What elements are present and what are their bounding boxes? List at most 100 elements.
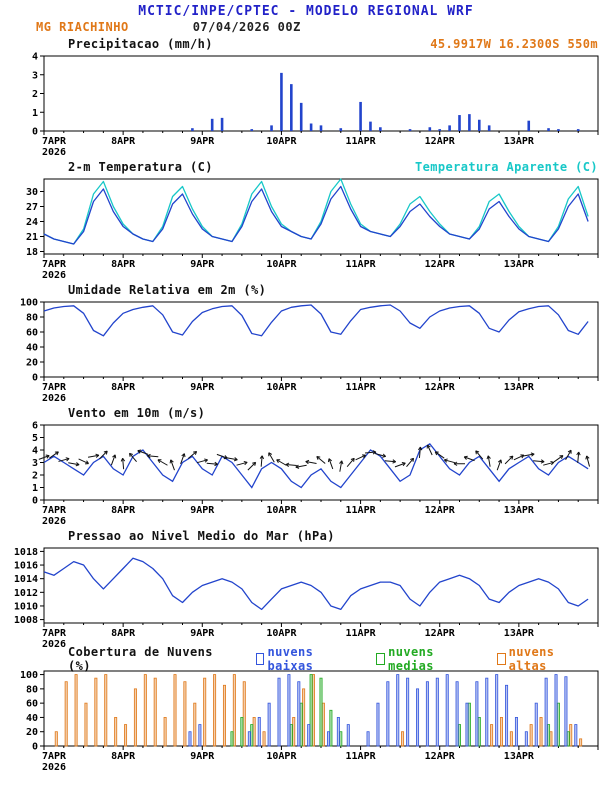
svg-text:2026: 2026 — [42, 270, 66, 280]
legend-item-mid-clouds: nuvens medias — [376, 645, 485, 673]
svg-text:12APR: 12APR — [425, 382, 456, 393]
svg-text:10APR: 10APR — [266, 505, 297, 516]
mid-clouds-swatch-icon — [376, 652, 386, 665]
svg-text:9APR: 9APR — [190, 382, 215, 393]
svg-text:0: 0 — [32, 127, 38, 138]
svg-text:80: 80 — [26, 313, 38, 324]
svg-text:12APR: 12APR — [425, 136, 456, 147]
panel-temperature: 2-m Temperatura (C) Temperatura Aparente… — [0, 159, 612, 280]
svg-text:12APR: 12APR — [425, 259, 456, 270]
panel-wind: Vento em 10m (m/s) 0 1 2 3 4 5 6 7APR 2026 8APR 9A… — [0, 405, 612, 526]
svg-text:7APR: 7APR — [42, 382, 67, 393]
svg-text:9APR: 9APR — [190, 505, 215, 516]
svg-text:2026: 2026 — [42, 147, 66, 157]
svg-text:100: 100 — [20, 298, 38, 309]
legend-label-mid-clouds: nuvens medias — [388, 644, 434, 673]
svg-text:0: 0 — [32, 496, 38, 507]
svg-text:1012: 1012 — [14, 588, 38, 599]
svg-text:3: 3 — [32, 458, 38, 469]
svg-text:12APR: 12APR — [425, 628, 456, 639]
svg-text:13APR: 13APR — [504, 382, 535, 393]
svg-text:5: 5 — [32, 433, 38, 444]
svg-text:1018: 1018 — [14, 547, 38, 558]
svg-text:0: 0 — [32, 742, 38, 753]
panel-clouds: Cobertura de Nuvens (%) nuvens baixas nu… — [0, 645, 612, 772]
svg-text:2026: 2026 — [42, 516, 66, 526]
high-clouds-swatch-icon — [496, 652, 506, 665]
apparent-temperature-label: Temperatura Aparente (C) — [415, 159, 598, 174]
svg-text:2026: 2026 — [42, 639, 66, 649]
panel-precipitation: Precipitacao (mm/h) 45.9917W 16.2300S 55… — [0, 36, 612, 157]
svg-text:13APR: 13APR — [504, 505, 535, 516]
svg-text:21: 21 — [26, 232, 38, 243]
svg-text:8APR: 8APR — [111, 505, 136, 516]
svg-text:10APR: 10APR — [266, 136, 297, 147]
svg-text:1: 1 — [32, 483, 38, 494]
svg-text:11APR: 11APR — [346, 751, 377, 762]
svg-text:10APR: 10APR — [266, 751, 297, 762]
svg-text:7APR: 7APR — [42, 628, 67, 639]
svg-text:12APR: 12APR — [425, 505, 456, 516]
svg-text:7APR: 7APR — [42, 259, 67, 270]
svg-text:8APR: 8APR — [111, 136, 136, 147]
pressure-title: Pressao ao Nivel Medio do Mar (hPa) — [68, 528, 335, 543]
svg-text:6: 6 — [32, 421, 38, 432]
svg-text:11APR: 11APR — [346, 259, 377, 270]
legend-label-low-clouds: nuvens baixas — [267, 644, 314, 673]
svg-text:0: 0 — [32, 373, 38, 384]
svg-text:13APR: 13APR — [504, 259, 535, 270]
svg-text:1010: 1010 — [14, 601, 38, 612]
svg-text:11APR: 11APR — [346, 382, 377, 393]
svg-text:3: 3 — [32, 70, 38, 81]
svg-text:9APR: 9APR — [190, 136, 215, 147]
svg-text:10APR: 10APR — [266, 628, 297, 639]
svg-text:7APR: 7APR — [42, 751, 67, 762]
svg-text:1016: 1016 — [14, 561, 38, 572]
legend-item-low-clouds: nuvens baixas — [255, 644, 365, 673]
header-subline: MG RIACHINHO 07/04/2026 00Z — [0, 20, 612, 34]
svg-text:40: 40 — [26, 713, 38, 724]
svg-text:1008: 1008 — [14, 615, 38, 626]
svg-text:8APR: 8APR — [111, 628, 136, 639]
svg-text:2026: 2026 — [42, 762, 66, 772]
svg-text:80: 80 — [26, 684, 38, 695]
clouds-title: Cobertura de Nuvens (%) — [68, 644, 213, 673]
svg-text:24: 24 — [26, 217, 38, 228]
precipitation-title: Precipitacao (mm/h) — [68, 36, 213, 51]
svg-text:2: 2 — [32, 471, 38, 482]
svg-text:1: 1 — [32, 108, 38, 119]
svg-text:9APR: 9APR — [190, 628, 215, 639]
svg-text:1014: 1014 — [14, 574, 38, 585]
svg-text:7APR: 7APR — [42, 136, 67, 147]
svg-text:11APR: 11APR — [346, 628, 377, 639]
temperature-title: 2-m Temperatura (C) — [68, 159, 213, 174]
svg-text:8APR: 8APR — [111, 259, 136, 270]
location-label: 45.9917W 16.2300S 550m — [430, 36, 598, 51]
svg-text:13APR: 13APR — [504, 751, 535, 762]
svg-text:13APR: 13APR — [504, 628, 535, 639]
svg-text:27: 27 — [26, 202, 38, 213]
svg-text:30: 30 — [26, 187, 38, 198]
svg-text:100: 100 — [20, 670, 38, 681]
wind-title: Vento em 10m (m/s) — [68, 405, 206, 420]
legend-label-high-clouds: nuvens altas — [508, 644, 555, 673]
svg-text:8APR: 8APR — [111, 751, 136, 762]
panel-pressure: Pressao ao Nivel Medio do Mar (hPa) 1008… — [0, 528, 612, 649]
svg-text:9APR: 9APR — [190, 259, 215, 270]
svg-text:8APR: 8APR — [111, 382, 136, 393]
humidity-title: Umidade Relativa em 2m (%) — [68, 282, 267, 297]
panel-humidity: Umidade Relativa em 2m (%) 0 20 40 60 80 100 7… — [0, 282, 612, 403]
svg-text:10APR: 10APR — [266, 259, 297, 270]
svg-text:12APR: 12APR — [425, 751, 456, 762]
svg-text:10APR: 10APR — [266, 382, 297, 393]
station-name: MG RIACHINHO — [36, 20, 129, 34]
legend-item-high-clouds: nuvens altas — [496, 644, 598, 673]
model-title: MCTIC/INPE/CPTEC - MODELO REGIONAL WRF — [138, 4, 474, 19]
